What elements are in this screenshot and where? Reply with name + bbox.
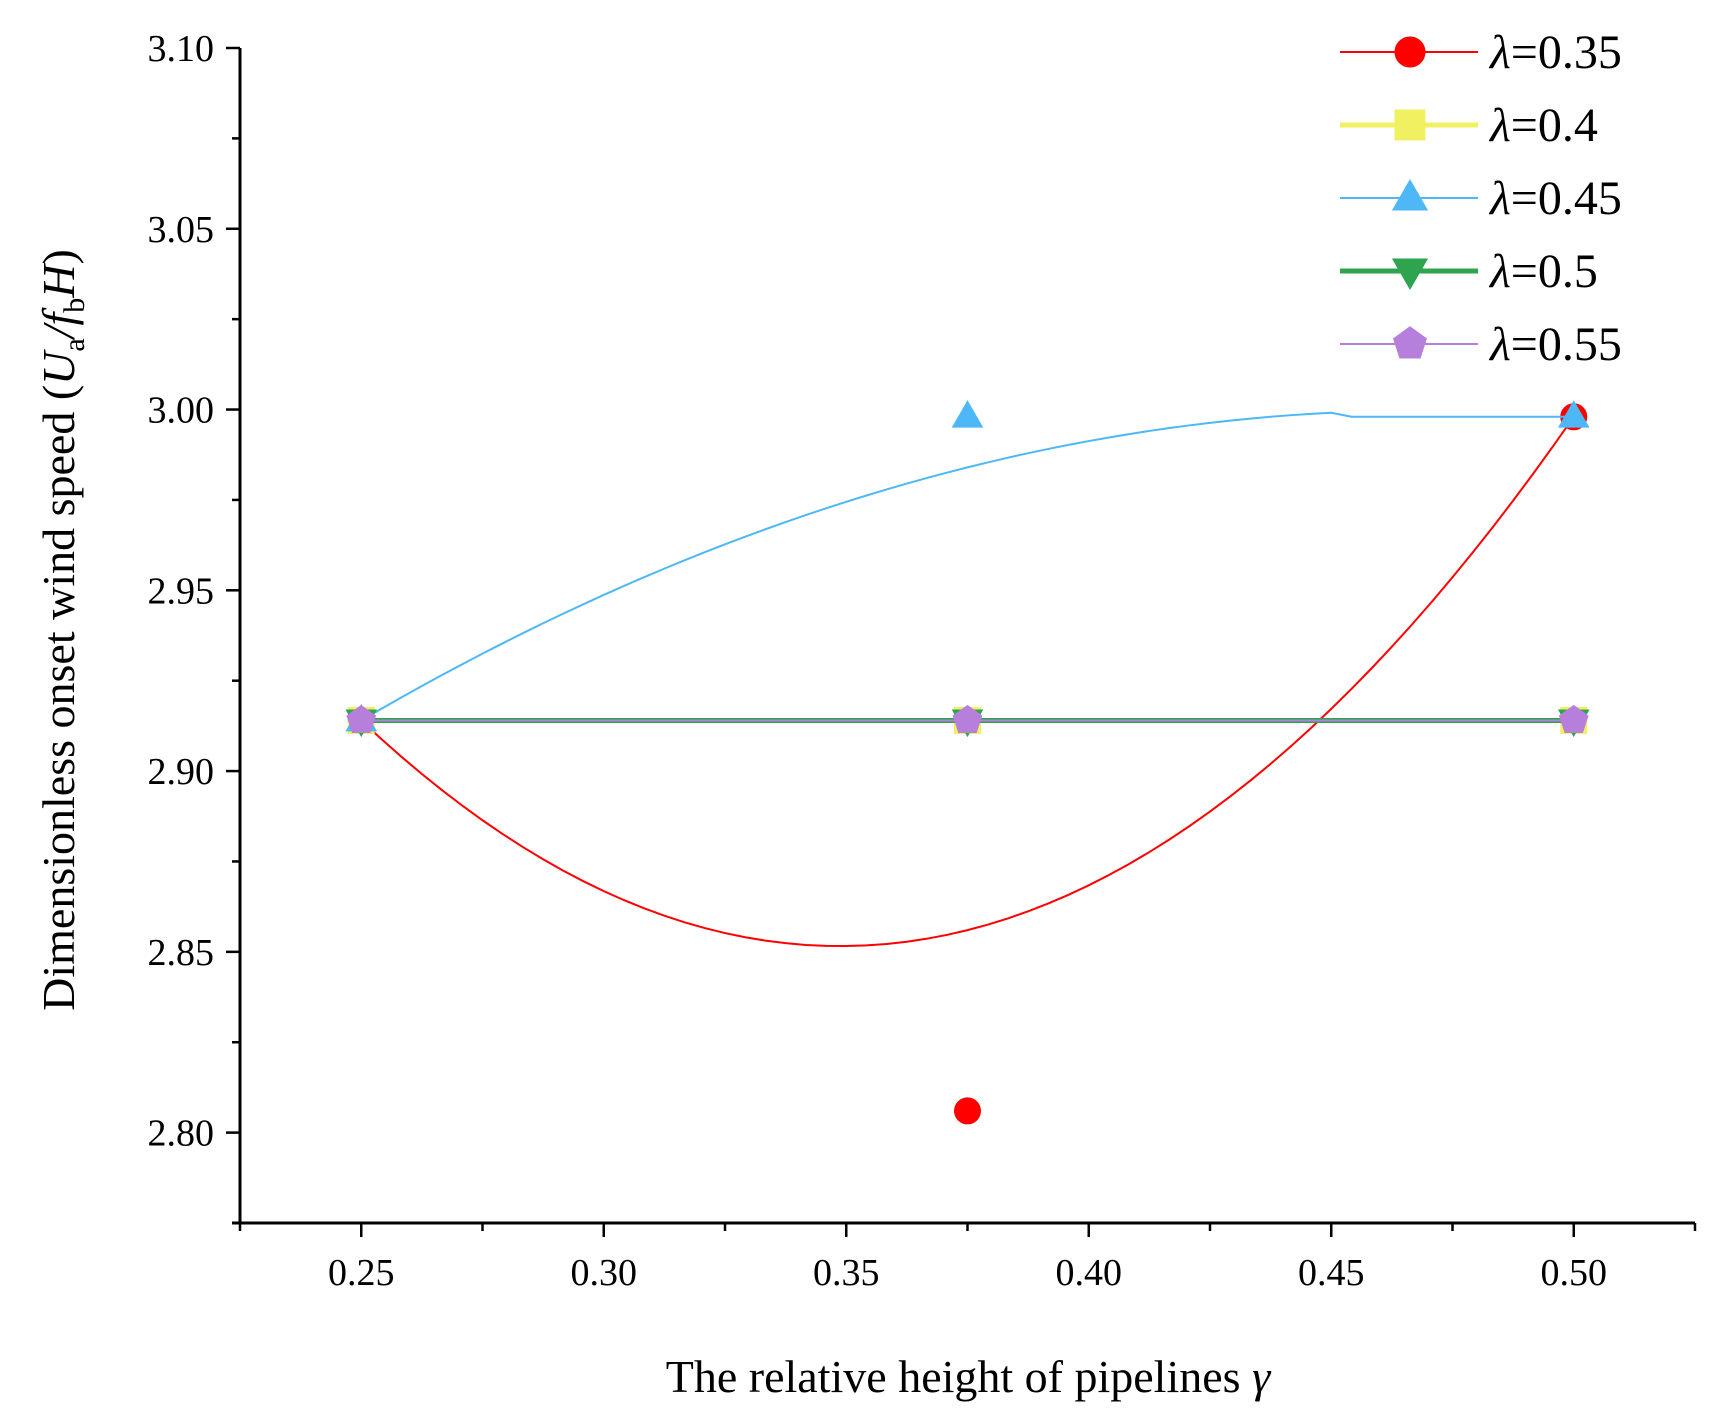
- data-point: [952, 704, 983, 734]
- series-3: [345, 400, 1590, 732]
- legend-marker: [1393, 326, 1427, 359]
- legend-item-4: λ=0.5: [1340, 245, 1598, 298]
- x-tick-label: 0.30: [571, 1252, 638, 1294]
- series-line: [360, 416, 1575, 948]
- series-layer: [345, 400, 1590, 1125]
- x-tick-label: 0.45: [1298, 1252, 1365, 1294]
- y-tick-label: 2.95: [148, 570, 215, 612]
- y-tick-label: 3.10: [148, 28, 215, 70]
- legend-marker: [1391, 258, 1429, 291]
- y-tick-label: 3.00: [148, 390, 215, 432]
- data-point: [1558, 704, 1589, 734]
- series-5: [346, 704, 1589, 734]
- y-tick-label: 2.85: [148, 932, 215, 974]
- x-tick-label: 0.35: [813, 1252, 880, 1294]
- data-point: [346, 704, 377, 734]
- y-tick-label: 2.90: [148, 751, 215, 793]
- legend-item-2: λ=0.4: [1340, 99, 1598, 152]
- legend-marker: [1394, 109, 1426, 141]
- legend-label: λ=0.4: [1488, 99, 1598, 152]
- legend: λ=0.35 λ=0.4 λ=0.45 λ=0.5 λ=0.55: [1340, 26, 1622, 371]
- y-tick-label: 3.05: [148, 209, 215, 251]
- data-point: [951, 400, 984, 428]
- legend-label: λ=0.35: [1488, 26, 1622, 79]
- legend-item-1: λ=0.35: [1340, 26, 1622, 79]
- x-axis-title: The relative height of pipelines γ: [666, 1351, 1272, 1402]
- x-tick-label: 0.25: [328, 1252, 395, 1294]
- legend-marker: [1394, 36, 1426, 68]
- series-line: [360, 411, 1574, 722]
- legend-label: λ=0.45: [1488, 172, 1622, 225]
- y-axis-title: Dimensionless onset wind speed (Ua/fbH): [33, 249, 91, 1011]
- axes: 0.25 0.30 0.35 0.40 0.45 0.50 2.80 2.85 2.90 2.95…: [148, 28, 1697, 1294]
- data-point: [954, 1097, 981, 1125]
- legend-marker: [1391, 178, 1429, 211]
- series-1: [347, 403, 1588, 1125]
- legend-label: λ=0.55: [1488, 318, 1622, 371]
- x-tick-label: 0.50: [1541, 1252, 1608, 1294]
- legend-item-3: λ=0.45: [1340, 172, 1622, 225]
- y-tick-label: 2.80: [148, 1113, 215, 1155]
- x-tick-label: 0.40: [1056, 1252, 1123, 1294]
- data-point: [1557, 400, 1590, 428]
- legend-label: λ=0.5: [1488, 245, 1598, 298]
- legend-item-5: λ=0.55: [1340, 318, 1622, 371]
